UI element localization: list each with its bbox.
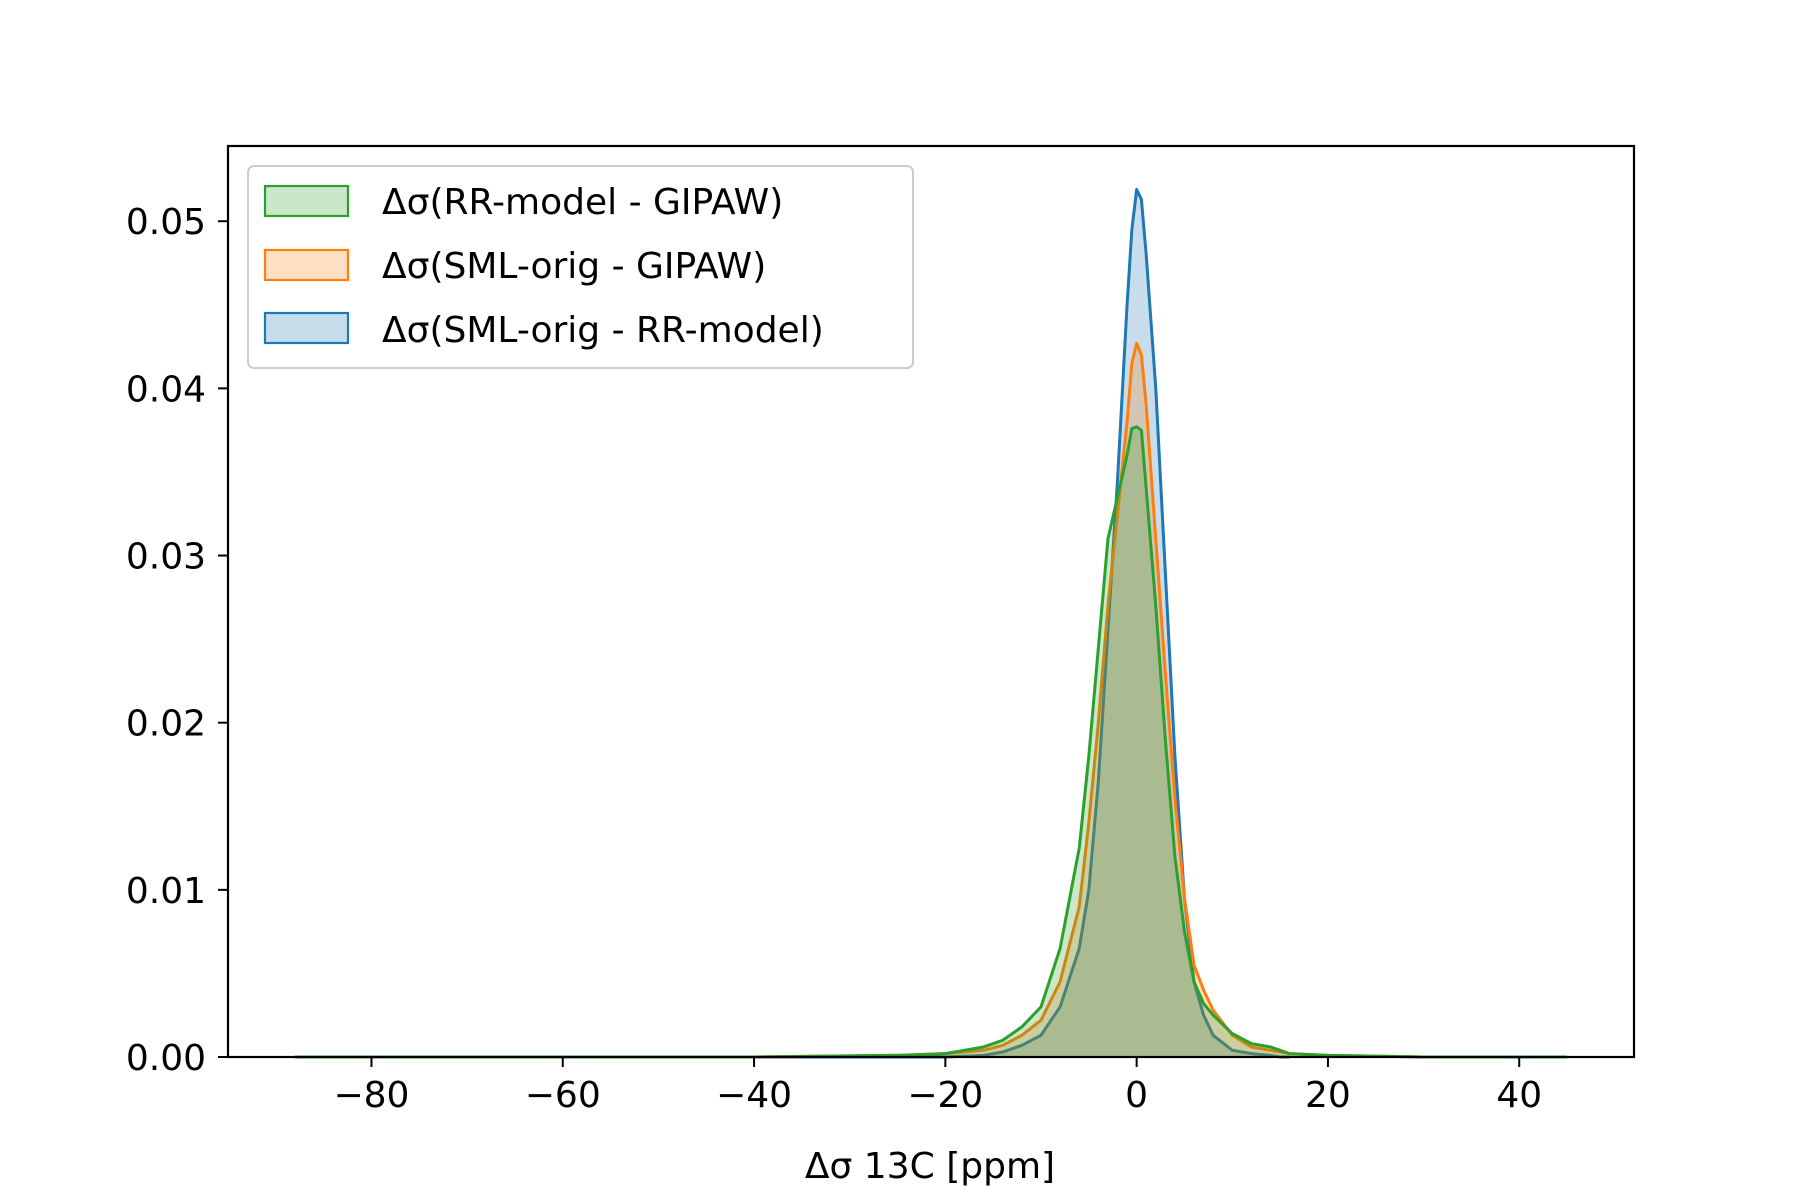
legend-box [247, 165, 914, 369]
legend-item: Δσ(SML-orig - GIPAW) [263, 246, 766, 287]
series-line [294, 425, 1568, 1059]
x-tick-label: 40 [1496, 1075, 1542, 1116]
x-tick-label: −40 [716, 1075, 792, 1116]
series-line [294, 341, 1568, 1059]
x-axis: −80 −60 −40 −20 0 20 40 [333, 1057, 1542, 1116]
y-tick-label: 0.04 [126, 369, 206, 410]
plot-frame [226, 144, 1636, 1059]
y-tick-label: 0.02 [126, 704, 206, 745]
series-line [658, 187, 1290, 1059]
x-tick-label: −20 [907, 1075, 983, 1116]
y-tick-label: 0.01 [126, 871, 206, 912]
y-tick-label: 0.05 [126, 202, 206, 243]
y-tick-label: 0.03 [126, 537, 206, 578]
legend-item: Δσ(SML-orig - RR-model) [263, 310, 824, 351]
legend-label: Δσ(SML-orig - GIPAW) [382, 246, 766, 287]
legend-swatch [263, 311, 350, 345]
x-tick-label: 0 [1125, 1075, 1148, 1116]
y-tick-label: 0.00 [126, 1038, 206, 1079]
legend: Δσ(RR-model - GIPAW) Δσ(SML-orig - GIPAW… [247, 165, 914, 369]
legend-item: Δσ(RR-model - GIPAW) [263, 182, 783, 223]
x-tick-label: −60 [525, 1075, 601, 1116]
x-tick-label: −80 [333, 1075, 409, 1116]
legend-label: Δσ(SML-orig - RR-model) [382, 310, 824, 351]
x-axis-label: Δσ 13C [ppm] [805, 1146, 1055, 1187]
legend-swatch [263, 248, 350, 282]
series-area [658, 189, 1290, 1057]
legend-swatch [263, 184, 350, 218]
legend-label: Δσ(RR-model - GIPAW) [382, 182, 783, 223]
y-axis: 0.00 0.01 0.02 0.03 0.04 0.05 [126, 202, 228, 1079]
series-layer [294, 187, 1568, 1059]
x-tick-label: 20 [1305, 1075, 1351, 1116]
